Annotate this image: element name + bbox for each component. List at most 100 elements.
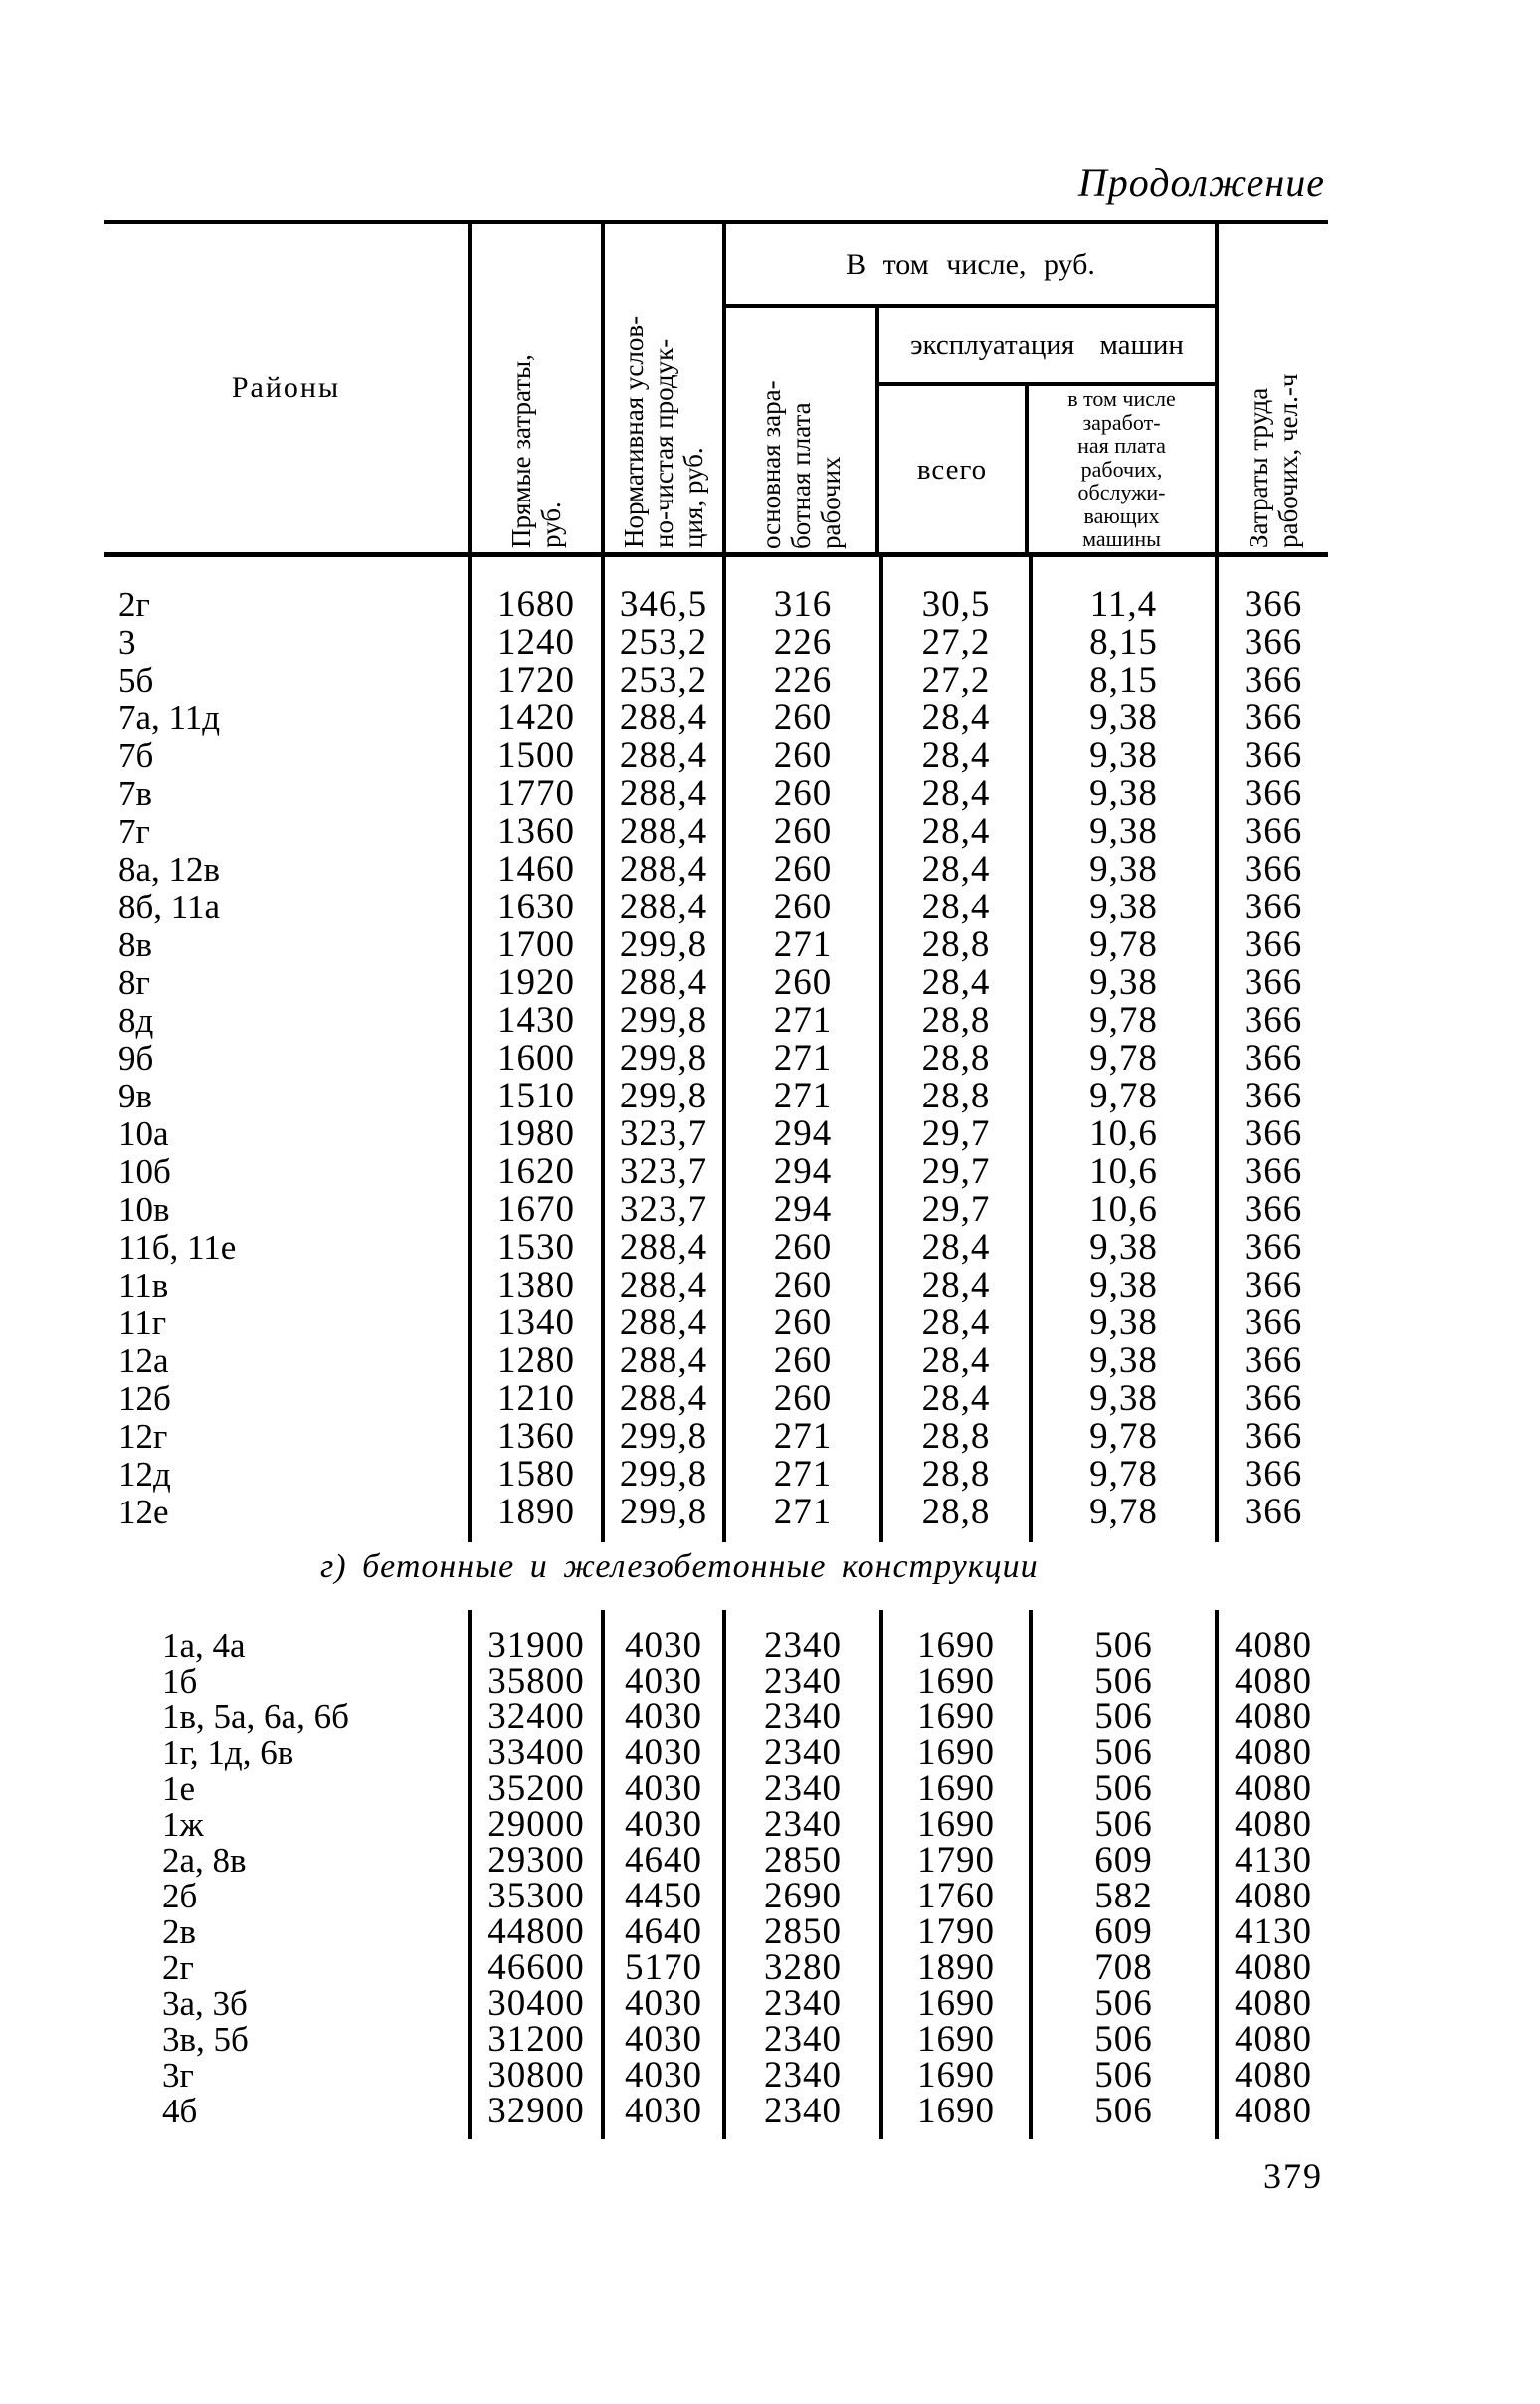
value-cell: 2340 [726,2090,883,2132]
value-cell: 28,8 [883,1415,1033,1458]
value-cell: 28,4 [883,697,1033,739]
value-cell: 28,8 [883,1037,1033,1080]
value-cell: 4030 [605,1982,726,2025]
value-cell: 4030 [605,2090,726,2132]
value-cell: 9,78 [1033,923,1219,966]
value-cell: 506 [1033,1982,1219,2025]
value-cell: 28,8 [883,923,1033,966]
value-cell: 1420 [472,697,605,739]
value-cell [472,1528,605,1542]
header-cell-machine-operators-wage: в том числе заработ- ная плата рабочих, … [1067,386,1176,552]
value-cell: 260 [726,1377,883,1420]
value-cell: 260 [726,886,883,928]
value-cell [726,1528,883,1542]
value-cell: 506 [1033,2090,1219,2132]
value-cell [472,2125,605,2139]
value-cell: 9,38 [1033,1302,1219,1344]
value-cell: 1340 [472,1302,605,1344]
value-cell: 28,4 [883,772,1033,815]
value-cell: 9,78 [1033,1075,1219,1117]
rotated-label-basic-wage: основная зара- ботная плата рабочих [756,379,846,549]
value-cell: 2850 [726,1910,883,1953]
value-cell: 294 [726,1112,883,1155]
value-cell: 226 [726,621,883,664]
value-cell: 260 [726,1302,883,1344]
value-cell [726,2125,883,2139]
value-cell: 9,38 [1033,961,1219,1004]
value-cell: 366 [1244,1189,1303,1230]
table-row: 12г 1360 299,8 271 28,8 9,78 366 [104,1415,1328,1458]
value-cell: 2340 [726,1803,883,1846]
value-cell: 9,38 [1033,810,1219,853]
region-cell: 3 [104,621,472,664]
header-group-machine-operation: эксплуатация машин всего в том числе зар… [879,308,1215,552]
value-cell: 366 [1244,1076,1303,1116]
value-cell: 1690 [883,1803,1033,1846]
value-cell: 8,15 [1033,621,1219,664]
value-cell: 1690 [883,1660,1033,1703]
value-cell: 1240 [472,621,605,664]
value-cell: 28,4 [883,1377,1033,1420]
value-cell [883,1528,1033,1542]
value-cell: 1580 [472,1453,605,1496]
value-cell: 1690 [883,2018,1033,2061]
value-cell: 260 [726,810,883,853]
value-cell: 288,4 [605,886,726,928]
value-cell: 4130 [1235,1911,1312,1952]
value-cell: 271 [726,1415,883,1458]
value-cell: 609 [1033,1839,1219,1882]
value-cell: 1670 [472,1188,605,1231]
value-cell: 9,78 [1033,999,1219,1042]
value-cell [1219,1528,1328,1542]
region-cell: 2г [104,1946,472,1989]
region-cell: 11г [104,1302,472,1344]
region-cell: 8д [104,999,472,1042]
value-cell: 506 [1033,1660,1219,1703]
region-cell: 7в [104,772,472,815]
value-cell: 1500 [472,734,605,777]
table-row: 7в 1770 288,4 260 28,4 9,38 366 [104,772,1328,815]
value-cell [605,1610,726,1624]
value-cell: 366 [1244,1416,1303,1457]
value-cell [605,557,726,583]
header-cell-total: всего [879,386,1029,552]
region-cell: 11б, 11е [104,1226,472,1269]
value-cell: 366 [1244,962,1303,1003]
value-cell: 29300 [472,1839,605,1882]
region-cell: 3а, 3б [104,1982,472,2025]
value-cell: 4640 [605,1839,726,1882]
region-cell: 10а [104,1112,472,1155]
table-row-spacer [104,1528,1328,1542]
value-cell: 260 [726,734,883,777]
value-cell: 260 [726,961,883,1004]
value-cell: 35800 [472,1660,605,1703]
value-cell: 31900 [472,1624,605,1667]
value-cell: 1380 [472,1264,605,1306]
region-cell: 1ж [104,1803,472,1846]
table-row: 3а, 3б 30400 4030 2340 1690 506 4080 [104,1982,1328,2025]
value-cell: 1920 [472,961,605,1004]
value-cell: 1530 [472,1226,605,1269]
value-cell: 366 [1244,1265,1303,1305]
table-row: 1ж 29000 4030 2340 1690 506 4080 [104,1803,1328,1846]
value-cell: 288,4 [605,1377,726,1420]
value-cell: 28,4 [883,810,1033,853]
value-cell: 9,78 [1033,1453,1219,1496]
table-row: 9б 1600 299,8 271 28,8 9,78 366 [104,1037,1328,1080]
table-row: 5б 1720 253,2 226 27,2 8,15 366 [104,659,1328,701]
value-cell: 366 [1244,1302,1303,1343]
value-cell: 9,38 [1033,886,1219,928]
value-cell: 1210 [472,1377,605,1420]
region-cell: 5б [104,659,472,701]
table-row: 2в 44800 4640 2850 1790 609 4130 [104,1910,1328,1953]
value-cell: 4030 [605,2018,726,2061]
value-cell: 506 [1033,1731,1219,1774]
value-cell: 366 [1244,1227,1303,1268]
value-cell: 9,78 [1033,1037,1219,1080]
value-cell [726,1610,883,1624]
value-cell: 4080 [1235,1876,1312,1916]
rotated-label-net-output: Нормативная услов- но-чистая продук- ция… [619,315,708,548]
table-row: 12д 1580 299,8 271 28,8 9,78 366 [104,1453,1328,1496]
value-cell: 4080 [1235,1804,1312,1845]
value-cell: 32400 [472,1696,605,1738]
